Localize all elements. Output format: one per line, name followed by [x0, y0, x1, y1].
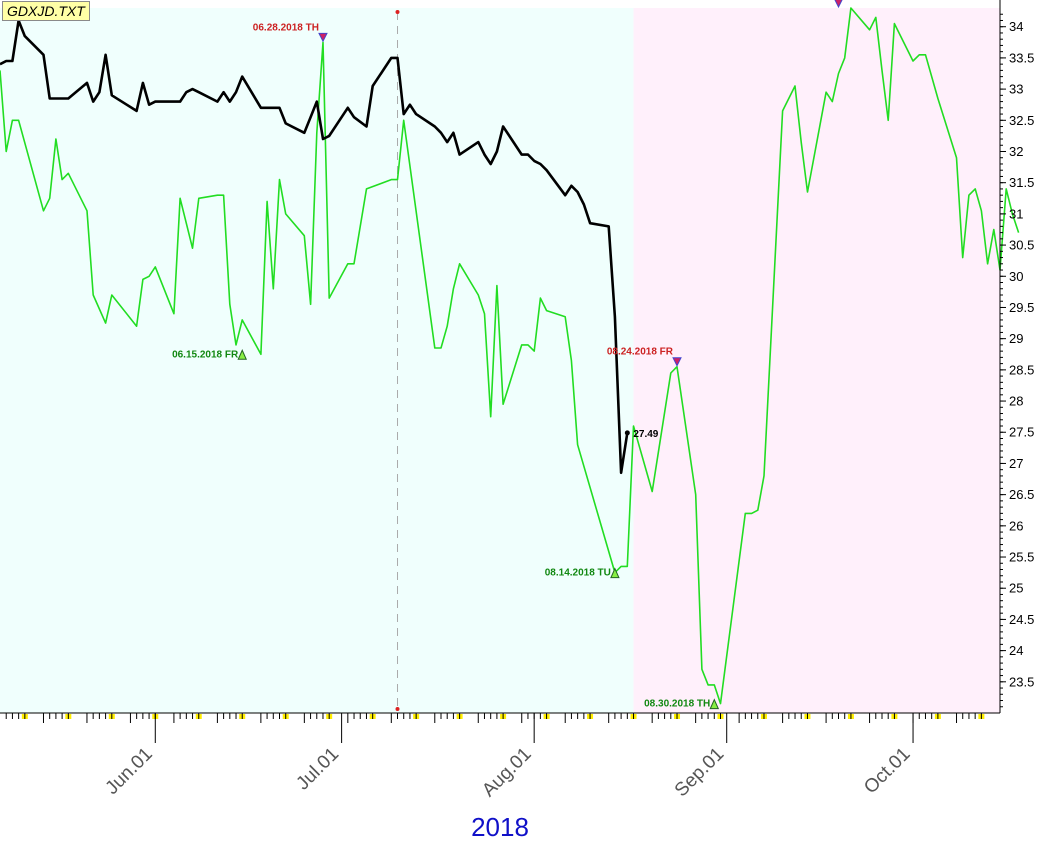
shaded-region-0	[0, 8, 634, 713]
annotation-label-4: 08.30.2018 TH	[644, 699, 710, 710]
x-month-label: Jun.01	[102, 744, 157, 799]
y-tick-label: 29.5	[1009, 300, 1034, 315]
y-axis[interactable]: 23.5 24 24.5 25 25.5 26 26.5 27 27.5 28 28.5 29 29.5…	[999, 0, 1034, 713]
y-tick-label: 30	[1009, 269, 1023, 284]
high-low-annotations: 06.28.2018 TH 06.15.2018 FR 08.24.2018 FR 0…	[172, 0, 843, 710]
y-tick-label: 31	[1009, 206, 1023, 221]
high-marker-2	[672, 357, 682, 367]
shaded-regions	[0, 8, 1000, 713]
y-tick-label: 30.5	[1009, 238, 1034, 253]
x-month-label: Jul.01	[292, 744, 343, 795]
annotation-label-2: 08.24.2018 FR	[607, 347, 674, 358]
y-tick-label: 24	[1009, 643, 1023, 658]
vertical-marker-bottom-dot	[395, 707, 400, 711]
y-tick-label: 28	[1009, 394, 1023, 409]
high-marker-5	[834, 0, 843, 9]
y-tick-label: 28.5	[1009, 362, 1034, 377]
y-tick-label: 26	[1009, 518, 1023, 533]
series-line-1	[0, 7, 1020, 705]
high-marker-0	[318, 32, 328, 43]
y-tick-label: 32.5	[1009, 113, 1034, 128]
vertical-marker-top-dot	[395, 10, 400, 14]
ticker-label: GDXJD.TXT	[2, 1, 90, 21]
x-axis[interactable]: Jun.01 Jul.01 Aug.01 Sep.01 Oct.01	[0, 712, 1000, 801]
y-tick-label: 26.5	[1009, 487, 1034, 502]
y-tick-label: 33.5	[1009, 50, 1034, 65]
low-marker-3	[610, 567, 620, 579]
annotation-label-1: 06.15.2018 FR	[172, 349, 239, 360]
y-tick-label: 32	[1009, 144, 1023, 159]
y-tick-label: 31.5	[1009, 175, 1034, 190]
y-tick-label: 25.5	[1009, 550, 1034, 565]
y-tick-label: 29	[1009, 331, 1023, 346]
last-value-text: 27.49	[633, 429, 658, 440]
shaded-region-1	[633, 8, 1000, 713]
y-tick-label: 24.5	[1009, 612, 1034, 627]
y-tick-label: 25	[1009, 581, 1023, 596]
x-month-label: Aug.01	[478, 744, 535, 801]
x-month-label: Sep.01	[671, 744, 728, 801]
y-tick-label: 33	[1009, 82, 1023, 97]
y-tick-label: 27	[1009, 456, 1023, 471]
low-marker-1	[237, 349, 248, 360]
x-month-label: Oct.01	[860, 744, 914, 798]
last-value-dot	[624, 430, 630, 436]
year-label: 2018	[471, 812, 529, 842]
price-series	[0, 7, 1020, 705]
low-marker-4	[709, 698, 720, 710]
last-value-label: 27.49	[624, 429, 659, 440]
y-tick-label: 34	[1009, 19, 1023, 34]
y-tick-label: 23.5	[1009, 674, 1034, 689]
annotation-label-0: 06.28.2018 TH	[253, 22, 319, 33]
vertical-date-marker	[395, 10, 400, 711]
annotation-label-3: 08.14.2018 TU	[545, 568, 611, 579]
y-tick-label: 27.5	[1009, 425, 1034, 440]
series-line-0	[0, 19, 629, 475]
